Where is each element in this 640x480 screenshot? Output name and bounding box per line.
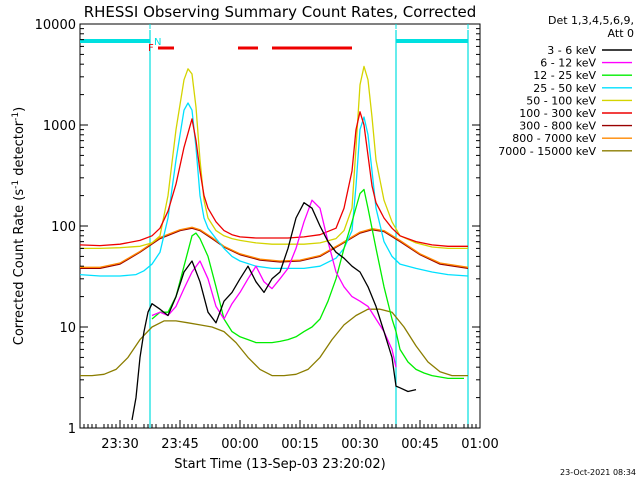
series-lines	[79, 65, 469, 421]
y-axis: 1 10 100 1000 10000	[35, 18, 480, 437]
y-tick-label: 1000	[43, 119, 76, 134]
y-axis-label-part: Corrected Count Rate (s	[12, 189, 27, 346]
series-line-6	[80, 227, 469, 270]
y-axis-label-part: )	[12, 107, 27, 112]
y-tick-label: 100	[51, 220, 76, 235]
plot-area: N F 23:30 23:45 00:00 00:15 00:30 00:45 01:00 …	[35, 18, 499, 452]
legend-label: 12 - 25 keV	[533, 69, 596, 82]
night-label: N	[154, 37, 161, 48]
plot-frame	[79, 23, 481, 429]
x-axis: 23:30 23:45 00:00 00:15 00:30 00:45 01:00	[83, 420, 499, 452]
legend-label: 7000 - 15000 keV	[498, 145, 596, 158]
x-tick-label: 00:30	[341, 437, 378, 452]
x-tick-label: 00:15	[281, 437, 318, 452]
legend-header-line-2: Att 0	[608, 27, 634, 40]
series-line-4	[80, 65, 468, 250]
x-tick-label: 01:00	[461, 437, 498, 452]
legend-label: 6 - 12 keV	[540, 57, 596, 70]
x-tick-label: 23:30	[101, 437, 138, 452]
legend-header-line-1: Det 1,3,4,5,6,9,	[548, 14, 634, 27]
legend-label: 300 - 800 keV	[519, 120, 596, 133]
series-line-5	[79, 111, 468, 247]
x-tick-label: 00:00	[221, 437, 258, 452]
legend-label: 3 - 6 keV	[547, 44, 596, 57]
legend-label: 100 - 300 keV	[519, 107, 596, 120]
y-axis-label-part: detector	[12, 120, 27, 180]
legend-label: 25 - 50 keV	[533, 82, 596, 95]
flare-markers: F	[148, 43, 352, 54]
series-line-0	[131, 202, 417, 421]
x-tick-label: 23:45	[161, 437, 198, 452]
footer-timestamp: 23-Oct-2021 08:34	[560, 468, 636, 477]
flare-label: F	[148, 43, 154, 54]
legend-label: 800 - 7000 keV	[512, 132, 596, 145]
y-axis-label: Corrected Count Rate (s-1 detector-1)	[11, 107, 27, 345]
legend-label: 50 - 100 keV	[526, 94, 596, 107]
y-tick-label: 10	[59, 321, 76, 336]
y-tick-label: 1	[68, 422, 76, 437]
series-line-2	[151, 188, 464, 380]
y-tick-label: 10000	[35, 18, 76, 33]
y-axis-label-exponent: -1	[11, 180, 21, 189]
chart-title: RHESSI Observing Summary Count Rates, Co…	[84, 3, 477, 21]
series-line-3	[79, 102, 469, 277]
x-axis-label: Start Time (13-Sep-03 23:20:02)	[174, 457, 385, 472]
x-tick-label: 00:45	[401, 437, 438, 452]
series-line-1	[151, 199, 397, 368]
night-markers: N	[80, 24, 469, 428]
y-axis-label-exponent: -1	[11, 112, 21, 121]
